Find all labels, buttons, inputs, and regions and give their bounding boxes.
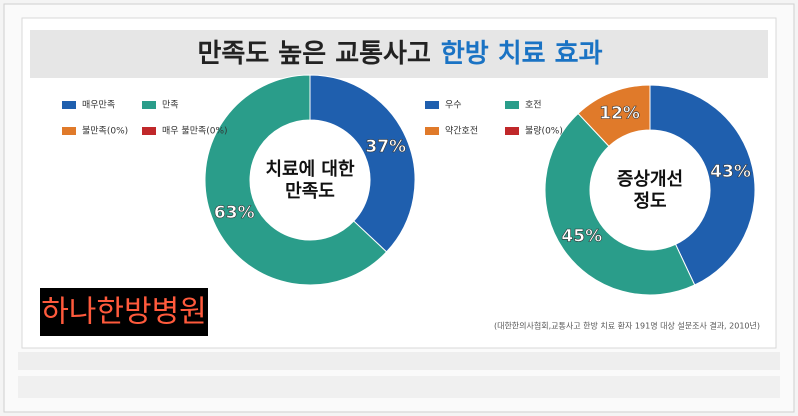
title: 만족도 높은 교통사고 한방 치료 효과 xyxy=(197,39,602,69)
legend-label: 약간호전 xyxy=(445,125,478,137)
legend-swatch xyxy=(505,101,519,109)
legend-label: 우수 xyxy=(445,100,462,111)
decor-strip xyxy=(18,376,780,398)
watermark: 하나한방병원 xyxy=(41,295,207,330)
data-label: 12% xyxy=(599,103,640,123)
donut-segment xyxy=(544,112,696,296)
legend-label: 불량(0%) xyxy=(525,125,563,137)
donut-segment xyxy=(577,84,651,147)
title-bar xyxy=(30,30,768,78)
legend-label: 만족 xyxy=(162,100,179,111)
legend-label: 불만족(0%) xyxy=(82,126,128,137)
donut-segment xyxy=(309,74,416,253)
legend-swatch xyxy=(142,101,156,109)
data-label: 43% xyxy=(710,162,751,182)
legend-swatch xyxy=(505,127,519,135)
decor-strip xyxy=(18,352,780,370)
data-label: 37% xyxy=(365,137,406,157)
donut-segment xyxy=(204,74,388,286)
legend-label: 매우만족 xyxy=(82,100,115,111)
data-label: 63% xyxy=(214,203,255,223)
legend-label: 호전 xyxy=(525,100,542,111)
legend-swatch xyxy=(142,127,156,135)
watermark-bg xyxy=(40,288,208,336)
legend-swatch xyxy=(62,101,76,109)
donut-segment xyxy=(649,84,756,286)
legend-swatch xyxy=(62,127,76,135)
source-note: (대한한의사협회,교통사고 한방 치료 환자 191명 대상 설문조사 결과, … xyxy=(494,321,760,331)
legend-swatch xyxy=(425,127,439,135)
legend-label: 매우 불만족(0%) xyxy=(162,126,228,137)
center-label: 만족도 xyxy=(285,181,335,202)
center-label: 정도 xyxy=(633,191,666,212)
legend-swatch xyxy=(425,101,439,109)
center-label: 치료에 대한 xyxy=(265,159,355,180)
data-label: 45% xyxy=(561,226,602,246)
title-main: 만족도 높은 교통사고 xyxy=(197,39,430,69)
center-label: 증상개선 xyxy=(617,169,683,190)
title-highlight: 한방 치료 효과 xyxy=(441,39,603,69)
